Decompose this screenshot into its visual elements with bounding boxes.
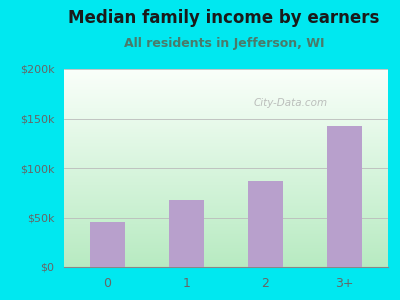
- Bar: [248, 181, 283, 267]
- Bar: [327, 126, 362, 267]
- Text: All residents in Jefferson, WI: All residents in Jefferson, WI: [124, 38, 324, 50]
- Text: City-Data.com: City-Data.com: [254, 98, 328, 108]
- Text: Median family income by earners: Median family income by earners: [68, 9, 380, 27]
- Bar: [169, 200, 204, 267]
- Bar: [90, 223, 125, 267]
